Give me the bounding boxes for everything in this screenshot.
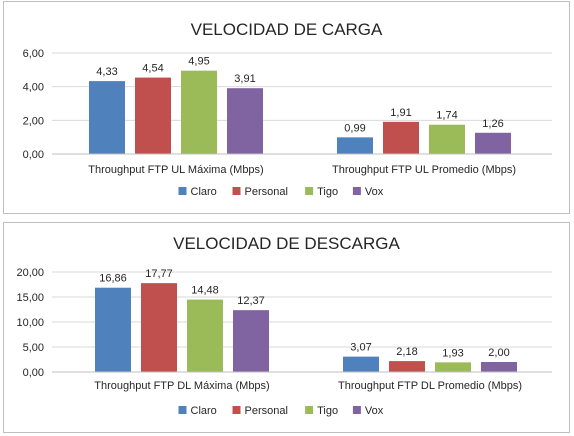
chart-descarga: VELOCIDAD DE DESCARGA 0,00 5,00 10,00 15,00 2… bbox=[16, 234, 552, 417]
y-tick-label: 5,00 bbox=[23, 342, 44, 354]
legend-swatch-vox bbox=[352, 406, 361, 414]
legend-swatch-personal bbox=[232, 187, 241, 195]
bar-personal bbox=[383, 121, 419, 154]
legend-label-vox: Vox bbox=[365, 186, 384, 198]
bar-vox bbox=[475, 132, 511, 154]
bar-claro bbox=[89, 81, 125, 154]
bar-tigo bbox=[181, 70, 217, 154]
legend-label-personal: Personal bbox=[245, 405, 288, 417]
data-label: 1,74 bbox=[436, 110, 457, 122]
bar-vox bbox=[481, 362, 517, 372]
y-tick-label: 10,00 bbox=[16, 317, 44, 329]
bar-personal bbox=[141, 283, 177, 372]
data-label: 1,26 bbox=[482, 118, 503, 130]
bar-claro bbox=[343, 356, 379, 372]
data-label: 1,93 bbox=[442, 347, 463, 359]
category-label: Throughput FTP UL Promedio (Mbps) bbox=[332, 164, 516, 176]
data-label: 4,33 bbox=[96, 66, 117, 78]
bar-vox bbox=[227, 88, 263, 154]
legend-label-personal: Personal bbox=[245, 186, 288, 198]
data-label: 12,37 bbox=[237, 295, 265, 307]
chart-carga: VELOCIDAD DE CARGA 0,00 2,00 4,00 6,00 4,33 0,… bbox=[23, 20, 552, 198]
bar-tigo bbox=[187, 299, 223, 372]
data-label: 2,00 bbox=[488, 347, 509, 359]
legend-swatch-claro bbox=[178, 406, 187, 414]
category-label: Throughput FTP DL Máxima (Mbps) bbox=[94, 380, 269, 392]
legend-swatch-personal bbox=[232, 406, 241, 414]
data-label: 1,91 bbox=[390, 107, 411, 119]
data-label: 2,18 bbox=[396, 346, 417, 358]
chart-title: VELOCIDAD DE DESCARGA bbox=[173, 234, 400, 253]
data-label: 14,48 bbox=[191, 285, 219, 297]
chart-title: VELOCIDAD DE CARGA bbox=[191, 20, 383, 39]
category-label: Throughput FTP UL Máxima (Mbps) bbox=[88, 164, 263, 176]
legend-swatch-tigo bbox=[305, 187, 314, 195]
data-label: 3,91 bbox=[234, 73, 255, 85]
legend-label-tigo: Tigo bbox=[317, 186, 338, 198]
category-label: Throughput FTP DL Promedio (Mbps) bbox=[338, 380, 522, 392]
legend-label-claro: Claro bbox=[191, 186, 217, 198]
bar-claro bbox=[337, 137, 373, 154]
y-tick-label: 4,00 bbox=[23, 82, 44, 94]
bar-personal bbox=[135, 77, 171, 154]
chart-panel-carga: VELOCIDAD DE CARGA 0,00 2,00 4,00 6,00 4,33 0,… bbox=[3, 1, 570, 214]
legend-swatch-vox bbox=[352, 187, 361, 195]
chart-panel-descarga: VELOCIDAD DE DESCARGA 0,00 5,00 10,00 15,00 2… bbox=[3, 222, 570, 433]
bar-tigo bbox=[429, 124, 465, 154]
legend-label-tigo: Tigo bbox=[317, 405, 338, 417]
data-label: 4,54 bbox=[142, 63, 163, 75]
data-label: 0,99 bbox=[344, 122, 365, 134]
legend-swatch-claro bbox=[178, 187, 187, 195]
bar-tigo bbox=[435, 362, 471, 372]
y-tick-label: 0,00 bbox=[23, 367, 44, 379]
y-tick-label: 20,00 bbox=[16, 267, 44, 279]
bar-vox bbox=[233, 310, 269, 372]
legend-swatch-tigo bbox=[305, 406, 314, 414]
legend-label-claro: Claro bbox=[191, 405, 217, 417]
y-tick-label: 6,00 bbox=[23, 48, 44, 60]
y-tick-label: 15,00 bbox=[16, 292, 44, 304]
bar-personal bbox=[389, 361, 425, 372]
data-label: 3,07 bbox=[350, 342, 371, 354]
legend: Claro Personal Tigo Vox bbox=[178, 186, 384, 198]
y-tick-label: 0,00 bbox=[23, 149, 44, 161]
data-label: 4,95 bbox=[188, 56, 209, 68]
legend: Claro Personal Tigo Vox bbox=[178, 405, 384, 417]
data-label: 16,86 bbox=[99, 273, 127, 285]
y-tick-label: 2,00 bbox=[23, 115, 44, 127]
bar-claro bbox=[95, 287, 131, 372]
legend-label-vox: Vox bbox=[365, 405, 384, 417]
data-label: 17,77 bbox=[145, 268, 173, 280]
